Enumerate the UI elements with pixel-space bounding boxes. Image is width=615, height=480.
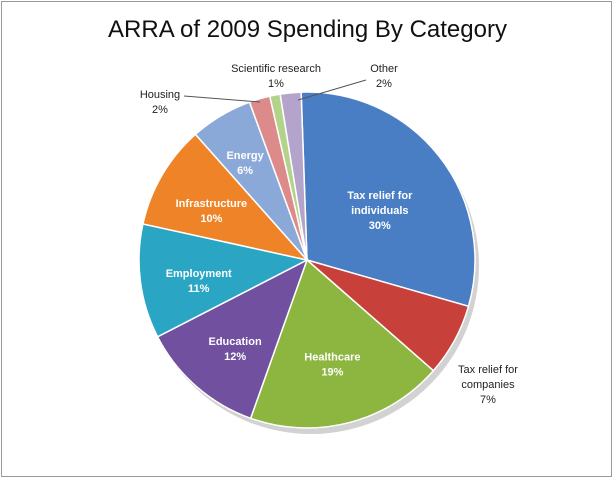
leader-line-other: [297, 79, 367, 101]
pie-slice-education: [156, 258, 309, 420]
pie-slice-employment: [138, 223, 310, 338]
leader-line-housing: [183, 95, 261, 103]
slice-label-housing: Housing 2%: [140, 89, 180, 116]
slice-label-infrastructure: Infrastructure 10%: [176, 198, 248, 225]
slice-label-tax-relief-for-companies: Tax relief for companies 7%: [458, 364, 518, 406]
pie-slice-healthcare: [249, 258, 435, 429]
slice-label-healthcare: Healthcare 19%: [304, 352, 360, 379]
slice-label-energy: Energy 6%: [226, 150, 264, 177]
slice-label-tax-relief-for-individuals: Tax relief for individuals 30%: [347, 190, 413, 232]
slice-label-scientific-research: Scientific research 1%: [231, 63, 321, 90]
slice-label-other: Other 2%: [370, 63, 398, 90]
slice-label-employment: Employment 11%: [166, 268, 232, 295]
slice-label-education: Education 12%: [209, 336, 262, 363]
pie-slice-tax-relief-for-individuals: [300, 91, 476, 308]
pie-slice-infrastructure: [142, 133, 310, 262]
chart-title: ARRA of 2009 Spending By Category: [108, 16, 507, 43]
pie-slice-other: [279, 91, 308, 261]
